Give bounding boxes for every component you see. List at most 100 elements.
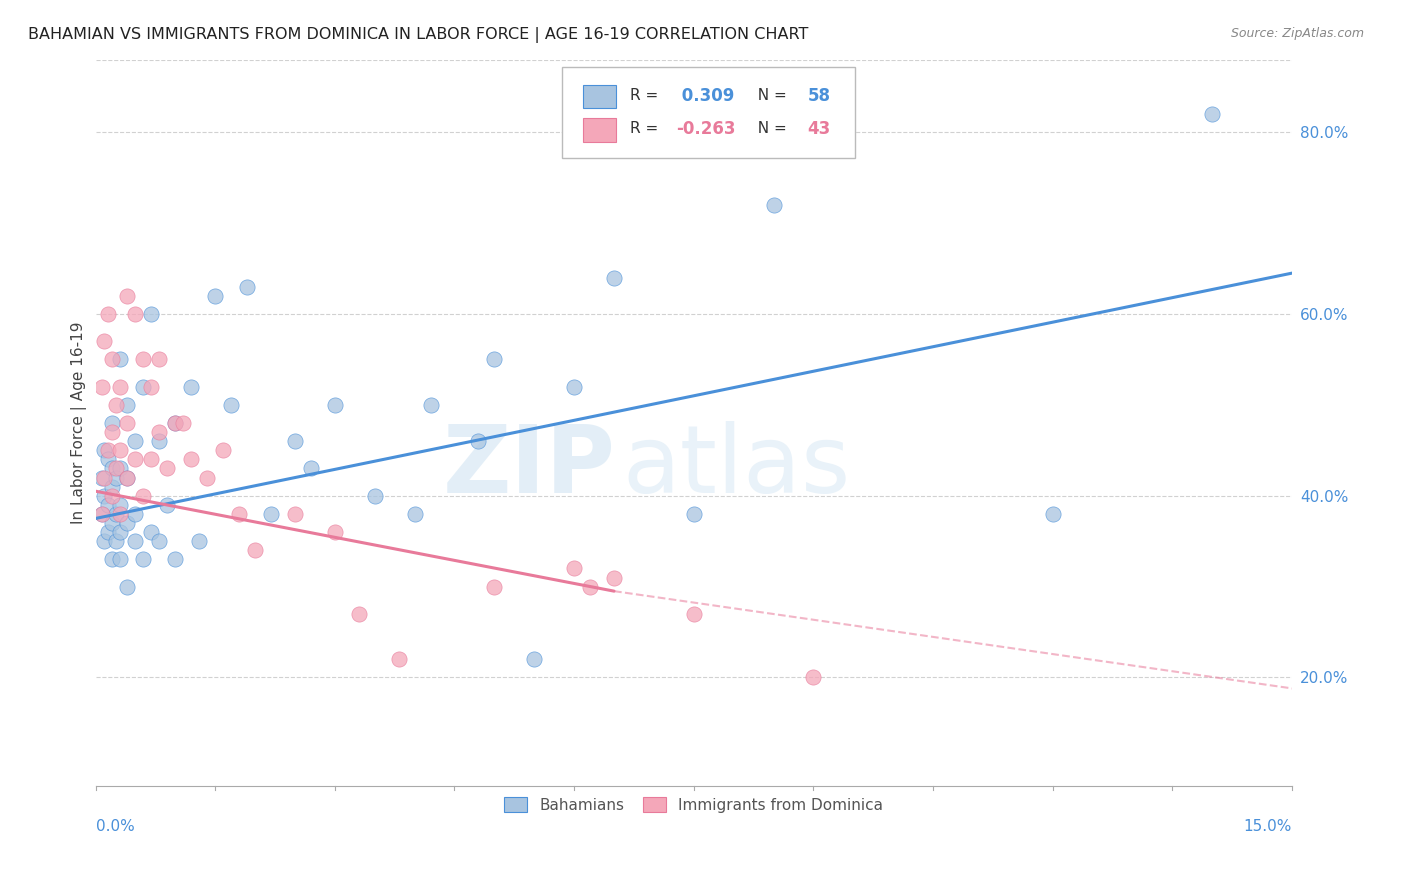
Point xyxy=(388,652,411,666)
Point xyxy=(156,498,179,512)
Point xyxy=(562,561,585,575)
Point xyxy=(108,507,131,521)
Point xyxy=(484,352,506,367)
Point xyxy=(108,498,131,512)
Point xyxy=(91,507,114,521)
Text: 0.0%: 0.0% xyxy=(96,819,135,834)
Point xyxy=(141,525,163,540)
FancyBboxPatch shape xyxy=(582,85,616,108)
Text: R =: R = xyxy=(630,121,664,136)
Point xyxy=(100,516,122,530)
Point xyxy=(124,534,146,549)
Point xyxy=(117,398,139,412)
Point xyxy=(117,289,139,303)
Point xyxy=(96,452,118,467)
Point xyxy=(108,525,131,540)
Point xyxy=(104,534,127,549)
Point xyxy=(364,489,387,503)
Point xyxy=(93,489,115,503)
Point xyxy=(93,443,115,458)
Point xyxy=(108,380,131,394)
Point xyxy=(96,525,118,540)
Point xyxy=(100,425,122,439)
Point xyxy=(467,434,489,449)
Point xyxy=(117,470,139,484)
Y-axis label: In Labor Force | Age 16-19: In Labor Force | Age 16-19 xyxy=(72,322,87,524)
FancyBboxPatch shape xyxy=(562,67,855,158)
Point xyxy=(141,307,163,321)
Point xyxy=(195,470,218,484)
Point xyxy=(104,461,127,475)
Point xyxy=(165,416,187,430)
Text: ZIP: ZIP xyxy=(443,421,616,513)
Point xyxy=(100,480,122,494)
Point xyxy=(1042,507,1064,521)
Point xyxy=(523,652,546,666)
Point xyxy=(165,416,187,430)
Point xyxy=(117,580,139,594)
Point xyxy=(212,443,235,458)
Point xyxy=(419,398,441,412)
Point xyxy=(347,607,370,621)
Point xyxy=(100,489,122,503)
Point xyxy=(404,507,426,521)
Text: 0.309: 0.309 xyxy=(676,87,734,105)
Text: -0.263: -0.263 xyxy=(676,120,735,137)
Point xyxy=(219,398,242,412)
Point xyxy=(148,534,170,549)
Point xyxy=(682,507,704,521)
Point xyxy=(603,270,626,285)
Text: BAHAMIAN VS IMMIGRANTS FROM DOMINICA IN LABOR FORCE | AGE 16-19 CORRELATION CHAR: BAHAMIAN VS IMMIGRANTS FROM DOMINICA IN … xyxy=(28,27,808,43)
Point xyxy=(100,416,122,430)
Text: R =: R = xyxy=(630,88,664,103)
Point xyxy=(180,380,202,394)
Point xyxy=(148,434,170,449)
Point xyxy=(165,552,187,566)
Point xyxy=(188,534,211,549)
Text: N =: N = xyxy=(748,121,792,136)
Point xyxy=(180,452,202,467)
Text: atlas: atlas xyxy=(621,421,851,513)
Point xyxy=(108,552,131,566)
Text: 15.0%: 15.0% xyxy=(1244,819,1292,834)
Point xyxy=(323,398,346,412)
Point xyxy=(100,552,122,566)
Text: N =: N = xyxy=(748,88,792,103)
Point xyxy=(803,670,825,684)
Point xyxy=(91,507,114,521)
Point xyxy=(260,507,283,521)
Point xyxy=(117,416,139,430)
Point xyxy=(132,552,155,566)
Point xyxy=(93,534,115,549)
Text: 43: 43 xyxy=(807,120,831,137)
Point xyxy=(132,352,155,367)
Point xyxy=(100,461,122,475)
Point xyxy=(172,416,194,430)
Point xyxy=(104,398,127,412)
Point xyxy=(579,580,602,594)
Point xyxy=(243,543,266,558)
Point xyxy=(96,498,118,512)
Point xyxy=(284,507,307,521)
Point xyxy=(91,470,114,484)
Point xyxy=(108,352,131,367)
Point xyxy=(148,425,170,439)
Point xyxy=(299,461,322,475)
Point xyxy=(93,470,115,484)
Point xyxy=(236,279,259,293)
Point xyxy=(762,198,785,212)
Point xyxy=(124,434,146,449)
Point xyxy=(562,380,585,394)
Point xyxy=(204,289,226,303)
Point xyxy=(132,380,155,394)
Point xyxy=(124,307,146,321)
Point xyxy=(93,334,115,349)
Point xyxy=(91,380,114,394)
Point xyxy=(484,580,506,594)
Point xyxy=(100,352,122,367)
Point xyxy=(108,443,131,458)
Point xyxy=(124,452,146,467)
Point xyxy=(96,443,118,458)
Point xyxy=(104,470,127,484)
FancyBboxPatch shape xyxy=(582,119,616,142)
